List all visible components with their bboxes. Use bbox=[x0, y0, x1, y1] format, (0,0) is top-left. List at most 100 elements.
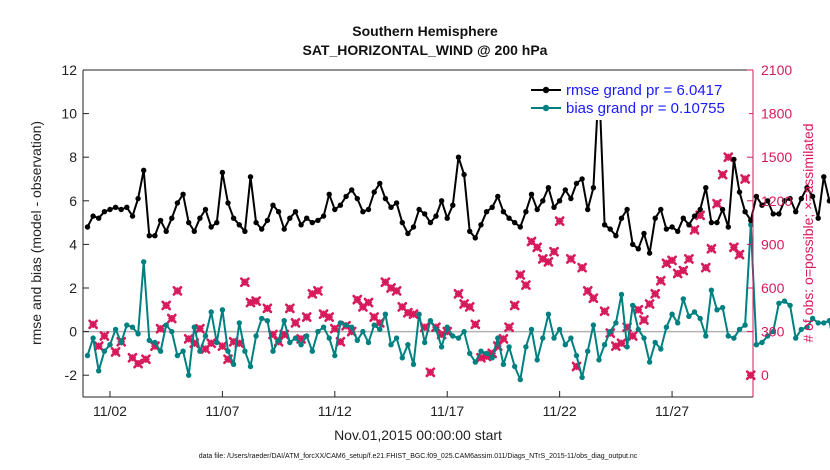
bias-series-layer bbox=[84, 222, 830, 383]
bias-point bbox=[427, 318, 434, 324]
bias-point bbox=[798, 326, 804, 333]
bias-point bbox=[624, 344, 630, 350]
bias-point bbox=[630, 302, 636, 309]
bias-point bbox=[438, 344, 445, 350]
bias-point bbox=[478, 348, 484, 354]
bias-point bbox=[264, 318, 271, 324]
rmse-point bbox=[798, 195, 804, 202]
rmse-point bbox=[416, 206, 422, 213]
y-axis-right-label: # of obs: o=possible; ×=assimilated bbox=[800, 123, 816, 342]
obs-assimilated-marker bbox=[498, 333, 509, 344]
rmse-point bbox=[585, 206, 591, 213]
bias-point bbox=[658, 346, 664, 352]
bias-point bbox=[663, 324, 670, 330]
bias-point bbox=[96, 368, 102, 374]
bias-point bbox=[253, 333, 259, 339]
bias-point bbox=[601, 342, 608, 348]
bias-point bbox=[326, 335, 332, 341]
bias-point bbox=[450, 333, 456, 339]
bias-point bbox=[826, 318, 830, 324]
obs-assimilated-marker bbox=[391, 286, 402, 296]
bias-point bbox=[568, 335, 574, 341]
rmse-point bbox=[573, 180, 580, 187]
obs-assimilated-marker bbox=[509, 300, 520, 311]
bias-point bbox=[157, 348, 164, 354]
obs-assimilated-marker bbox=[329, 323, 340, 334]
obs-assimilated-marker bbox=[453, 288, 464, 299]
obs-assimilated-marker bbox=[88, 319, 99, 330]
rmse-point bbox=[691, 213, 698, 219]
obs-assimilated-marker bbox=[172, 286, 183, 296]
rmse-point bbox=[669, 224, 675, 230]
obs-assimilated-marker bbox=[161, 300, 172, 311]
obs-assimilated-marker bbox=[633, 304, 644, 315]
bias-point bbox=[753, 342, 760, 348]
bias-point bbox=[646, 359, 653, 365]
rmse-point bbox=[219, 169, 226, 176]
bias-point bbox=[141, 259, 147, 265]
obs-assimilated-marker bbox=[740, 174, 751, 184]
bias-point bbox=[562, 342, 568, 348]
x-tick-label: 11/07 bbox=[205, 403, 239, 419]
rmse-point bbox=[191, 228, 197, 234]
obs-assimilated-marker bbox=[380, 277, 391, 288]
rmse-series-layer bbox=[84, 78, 830, 256]
legend-rmse-marker bbox=[542, 86, 550, 94]
bias-point bbox=[770, 328, 776, 335]
obs-assimilated-marker bbox=[627, 331, 638, 341]
bias-point bbox=[512, 363, 518, 370]
rmse-point bbox=[349, 187, 355, 193]
bias-point bbox=[613, 320, 619, 326]
bias-point bbox=[124, 322, 130, 328]
rmse-point bbox=[264, 217, 271, 224]
obs-assimilated-marker bbox=[684, 254, 694, 264]
bias-point bbox=[641, 335, 647, 341]
rmse-point bbox=[781, 198, 788, 204]
bias-point bbox=[618, 291, 625, 298]
y-right-tick-label: 600 bbox=[761, 280, 785, 296]
rmse-point bbox=[506, 215, 512, 221]
y-right-tick-label: 300 bbox=[761, 324, 785, 340]
rmse-point bbox=[146, 233, 152, 239]
bias-point bbox=[528, 326, 535, 333]
obs-assimilated-marker bbox=[577, 262, 588, 273]
bias-point bbox=[675, 320, 681, 326]
rmse-point bbox=[433, 213, 439, 219]
rmse-point bbox=[90, 213, 96, 219]
x-tick-label: 11/02 bbox=[93, 403, 127, 419]
bias-point bbox=[444, 324, 450, 330]
bias-point bbox=[410, 361, 417, 367]
rmse-point bbox=[444, 215, 450, 221]
rmse-point bbox=[826, 198, 830, 204]
rmse-point bbox=[450, 202, 456, 208]
y-right-tick-label: 1800 bbox=[761, 106, 792, 122]
rmse-point bbox=[320, 213, 327, 219]
obs-assimilated-marker bbox=[616, 338, 627, 349]
rmse-point bbox=[500, 209, 507, 215]
bias-point bbox=[483, 350, 490, 357]
obs-assimilated-marker bbox=[313, 286, 323, 296]
rmse-point bbox=[152, 233, 158, 239]
bias-point bbox=[607, 328, 613, 335]
bias-point bbox=[652, 339, 658, 346]
rmse-point bbox=[646, 250, 653, 256]
y-right-tick-label: 900 bbox=[761, 236, 785, 252]
legend: rmse grand pr = 6.0417 bias grand pr = 0… bbox=[527, 74, 749, 120]
bias-point bbox=[365, 339, 372, 346]
obs-assimilated-marker bbox=[324, 312, 335, 322]
obs-assimilated-marker bbox=[678, 265, 689, 276]
rmse-point bbox=[551, 204, 557, 210]
bias-point bbox=[169, 328, 175, 335]
rmse-point bbox=[607, 226, 613, 232]
bias-point bbox=[804, 324, 810, 330]
rmse-point bbox=[624, 206, 630, 213]
bias-point bbox=[489, 355, 495, 361]
obs-assimilated-marker bbox=[251, 296, 262, 306]
y-right-tick-label: 0 bbox=[761, 367, 769, 383]
obs-assimilated-marker bbox=[141, 354, 151, 365]
obs-assimilated-marker bbox=[290, 317, 301, 328]
rmse-point bbox=[562, 187, 568, 193]
rmse-point bbox=[315, 217, 321, 224]
bias-point bbox=[585, 348, 591, 354]
